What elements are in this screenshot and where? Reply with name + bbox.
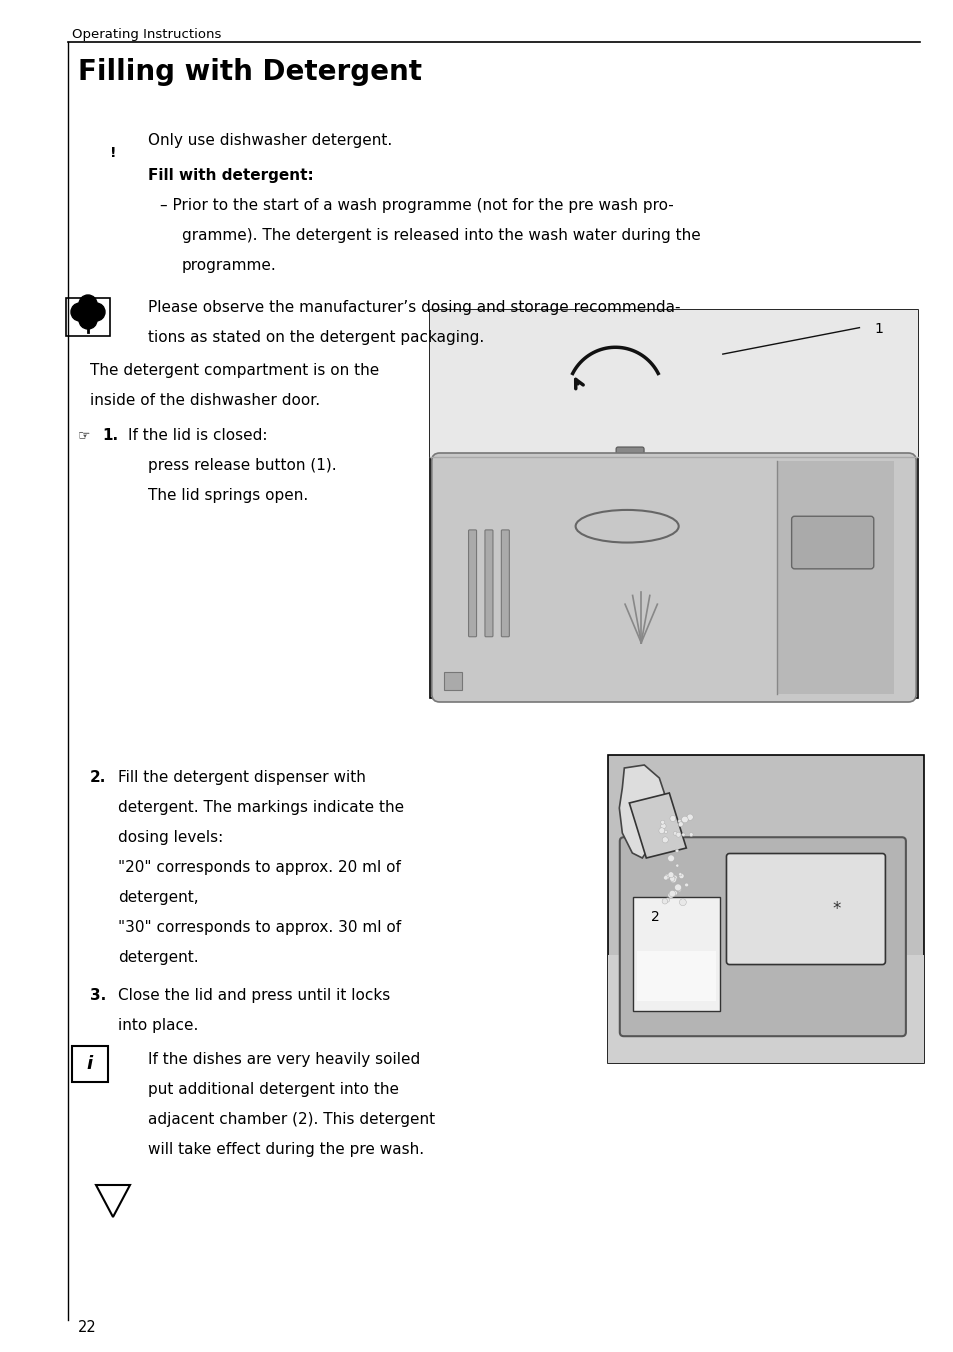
Text: The lid springs open.: The lid springs open.: [148, 488, 308, 503]
Circle shape: [672, 891, 677, 895]
Circle shape: [79, 295, 97, 314]
Circle shape: [675, 849, 678, 852]
Text: will take effect during the pre wash.: will take effect during the pre wash.: [148, 1142, 424, 1157]
FancyBboxPatch shape: [484, 530, 493, 637]
FancyBboxPatch shape: [725, 853, 884, 964]
Text: ☞: ☞: [78, 429, 91, 442]
Circle shape: [677, 888, 680, 892]
Circle shape: [679, 873, 683, 879]
Circle shape: [661, 837, 667, 842]
Circle shape: [679, 899, 685, 906]
Text: 1.: 1.: [102, 429, 118, 443]
FancyBboxPatch shape: [619, 837, 905, 1036]
Text: Close the lid and press until it locks: Close the lid and press until it locks: [118, 988, 390, 1003]
Text: detergent.: detergent.: [118, 950, 198, 965]
Text: – Prior to the start of a wash programme (not for the pre wash pro-: – Prior to the start of a wash programme…: [160, 197, 673, 214]
Text: 22: 22: [78, 1320, 96, 1334]
Text: "30" corresponds to approx. 30 ml of: "30" corresponds to approx. 30 ml of: [118, 919, 400, 936]
Circle shape: [663, 830, 667, 834]
Text: 2: 2: [651, 910, 659, 923]
FancyBboxPatch shape: [616, 448, 643, 465]
FancyBboxPatch shape: [791, 516, 873, 569]
Text: 3.: 3.: [90, 988, 106, 1003]
Text: tions as stated on the detergent packaging.: tions as stated on the detergent packagi…: [148, 330, 484, 345]
Circle shape: [669, 815, 675, 822]
Circle shape: [678, 819, 680, 823]
Circle shape: [678, 887, 680, 891]
Text: *: *: [831, 900, 840, 918]
Circle shape: [659, 827, 664, 834]
Circle shape: [660, 823, 665, 829]
Circle shape: [678, 822, 682, 826]
Text: Only use dishwasher detergent.: Only use dishwasher detergent.: [148, 132, 392, 147]
Circle shape: [686, 814, 693, 821]
Circle shape: [79, 311, 97, 329]
Circle shape: [680, 817, 687, 823]
Text: Please observe the manufacturer’s dosing and storage recommenda-: Please observe the manufacturer’s dosing…: [148, 300, 679, 315]
Polygon shape: [629, 794, 685, 859]
Bar: [637, 952, 716, 1002]
Text: gramme). The detergent is released into the wash water during the: gramme). The detergent is released into …: [182, 228, 700, 243]
Text: Fill the detergent dispenser with: Fill the detergent dispenser with: [118, 771, 366, 786]
Circle shape: [663, 876, 667, 880]
Text: If the lid is closed:: If the lid is closed:: [128, 429, 267, 443]
Text: 1: 1: [873, 322, 882, 335]
Text: The detergent compartment is on the: The detergent compartment is on the: [90, 362, 379, 379]
Circle shape: [689, 833, 693, 837]
Bar: [607, 754, 923, 1063]
Circle shape: [674, 884, 680, 891]
Circle shape: [669, 876, 676, 883]
Text: dosing levels:: dosing levels:: [118, 830, 223, 845]
Bar: [607, 956, 923, 1063]
Circle shape: [71, 303, 89, 320]
Polygon shape: [618, 765, 663, 859]
Circle shape: [684, 883, 688, 887]
Circle shape: [87, 303, 105, 320]
Circle shape: [664, 898, 669, 902]
Circle shape: [660, 821, 664, 825]
Circle shape: [678, 872, 681, 876]
FancyBboxPatch shape: [432, 453, 915, 702]
FancyBboxPatch shape: [468, 530, 476, 637]
Text: 2.: 2.: [90, 771, 107, 786]
Text: adjacent chamber (2). This detergent: adjacent chamber (2). This detergent: [148, 1111, 435, 1128]
Bar: [430, 310, 917, 698]
Text: i: i: [87, 1055, 93, 1073]
Text: Filling with Detergent: Filling with Detergent: [78, 58, 421, 87]
Circle shape: [667, 854, 674, 861]
Circle shape: [681, 833, 684, 837]
FancyBboxPatch shape: [632, 896, 720, 1011]
FancyBboxPatch shape: [501, 530, 509, 637]
Circle shape: [664, 875, 669, 879]
Bar: [777, 461, 893, 694]
Circle shape: [671, 875, 677, 880]
Text: into place.: into place.: [118, 1018, 198, 1033]
Circle shape: [667, 872, 673, 877]
Circle shape: [676, 833, 680, 837]
Text: !: !: [110, 146, 116, 160]
Circle shape: [673, 831, 677, 836]
Circle shape: [668, 891, 675, 896]
Text: inside of the dishwasher door.: inside of the dishwasher door.: [90, 393, 320, 408]
Text: programme.: programme.: [182, 258, 276, 273]
Circle shape: [661, 899, 667, 904]
Text: press release button (1).: press release button (1).: [148, 458, 336, 473]
Bar: [443, 672, 461, 690]
Text: detergent. The markings indicate the: detergent. The markings indicate the: [118, 800, 404, 815]
Text: detergent,: detergent,: [118, 890, 198, 904]
Text: "20" corresponds to approx. 20 ml of: "20" corresponds to approx. 20 ml of: [118, 860, 400, 875]
Circle shape: [669, 876, 674, 882]
Text: Operating Instructions: Operating Instructions: [71, 28, 221, 41]
Bar: [430, 310, 917, 457]
Text: If the dishes are very heavily soiled: If the dishes are very heavily soiled: [148, 1052, 420, 1067]
Text: put additional detergent into the: put additional detergent into the: [148, 1082, 398, 1096]
Circle shape: [667, 892, 673, 898]
Circle shape: [675, 864, 679, 867]
Text: Fill with detergent:: Fill with detergent:: [148, 168, 314, 183]
